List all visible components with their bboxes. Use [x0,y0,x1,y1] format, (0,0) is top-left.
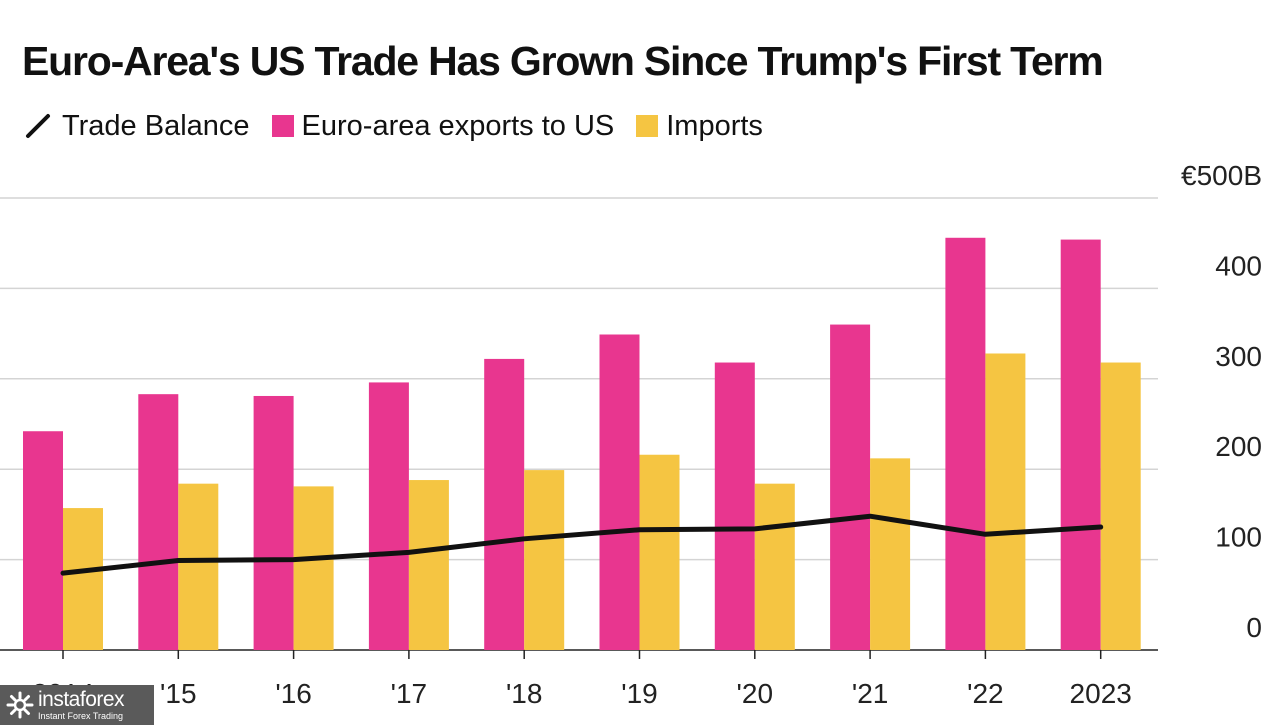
bar-exports [368,382,409,650]
line-trade-balance [60,513,1104,576]
bar-exports [945,237,986,650]
legend-label-imports: Imports [666,109,763,142]
bar-imports [408,480,449,650]
x-tick-label: '15 [160,678,197,709]
legend-item-imports: Imports [636,110,763,143]
y-tick-label: 100 [1215,522,1262,553]
legend-line-swatch [26,114,50,138]
x-tick-label: '19 [621,678,658,709]
chart-title: Euro-Area's US Trade Has Grown Since Tru… [22,38,1104,84]
bar-exports [1060,239,1101,651]
watermark-brand: instaforex [38,688,125,711]
y-tick-label: 300 [1215,341,1262,372]
bar-imports [63,508,103,650]
bar-exports [23,431,63,650]
y-tick-label: 0 [1246,612,1262,643]
y-tick-label: 400 [1215,250,1262,281]
legend-label-exports: Euro-area exports to US [301,109,615,142]
bar-exports [830,324,871,650]
x-tick-label: '20 [737,678,774,709]
watermark-tagline: Instant Forex Trading [38,711,124,721]
legend: Trade Balance Euro-area exports to US Im… [24,108,785,144]
x-tick-label: '22 [967,678,1004,709]
bar-exports [599,334,640,650]
bar-imports [985,353,1026,650]
legend-label-trade-balance: Trade Balance [62,109,250,142]
bar-imports [754,483,795,650]
y-tick-label: €500B [1181,160,1262,191]
x-tick-label: '21 [852,678,889,709]
bar-exports [484,358,525,650]
instaforex-logo-icon [6,691,34,719]
bar-exports [138,394,179,650]
bar-imports [524,470,565,650]
bar-imports [1100,362,1141,650]
legend-swatch-imports [636,115,659,137]
x-tick-label: '17 [391,678,428,709]
y-tick-label: 200 [1215,431,1262,462]
watermark: instaforex Instant Forex Trading [0,685,154,725]
bar-imports [293,486,334,650]
x-tick-label: '18 [506,678,543,709]
bar-exports [714,362,755,650]
legend-swatch-exports [271,115,294,137]
legend-item-exports: Euro-area exports to US [271,109,615,143]
legend-item-trade-balance: Trade Balance [24,110,250,143]
x-tick-label: '16 [275,678,312,709]
bar-imports [639,454,680,650]
bar-imports [870,458,911,650]
x-tick-label: 2023 [1070,678,1132,709]
bar-imports [178,483,219,650]
bar-exports [253,395,294,650]
